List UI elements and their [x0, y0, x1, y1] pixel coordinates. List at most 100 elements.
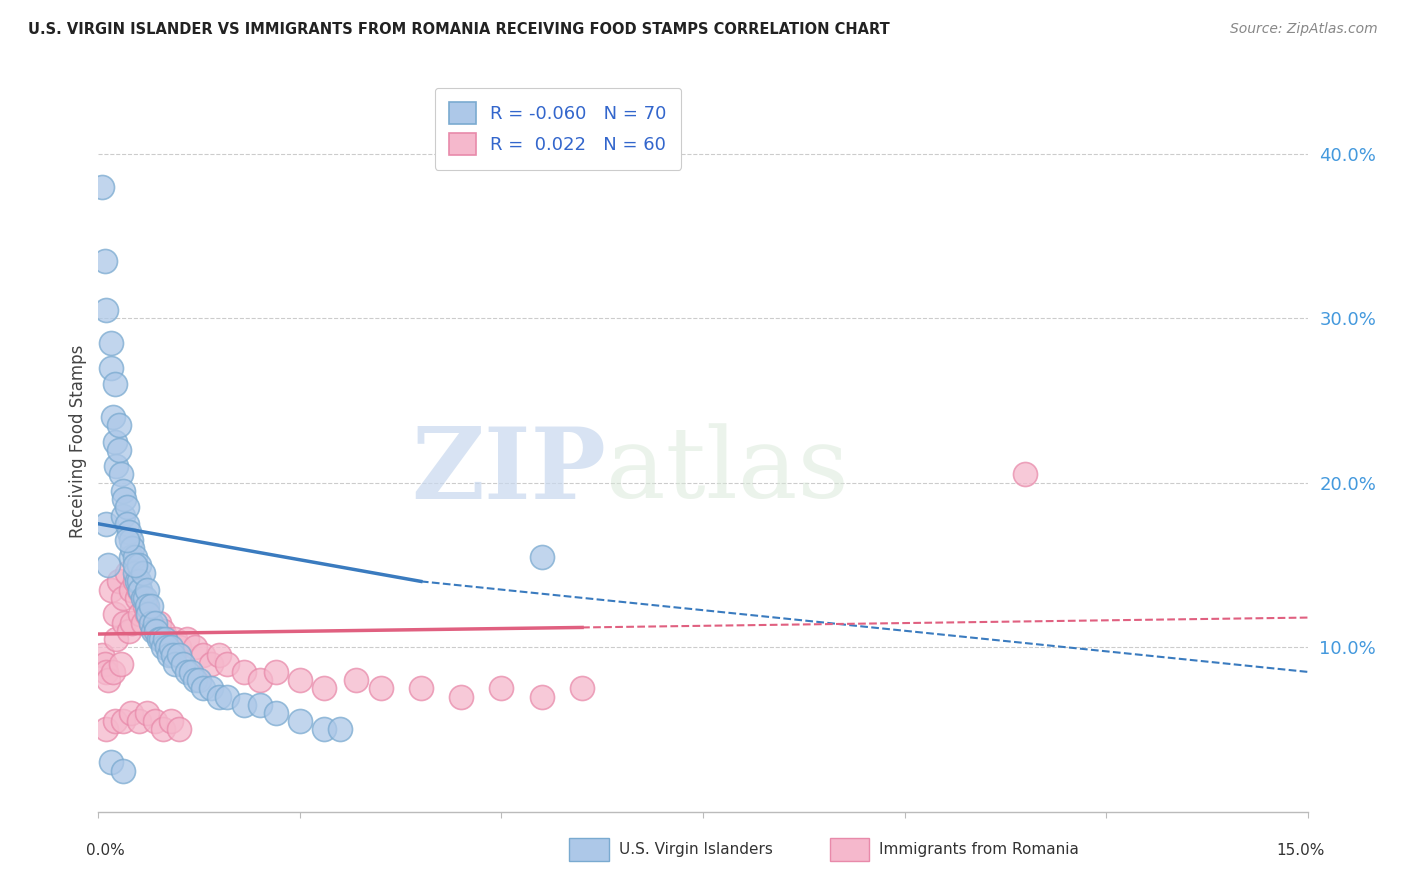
- Point: [409, 681, 432, 696]
- Point: [127, 574, 149, 589]
- Text: Immigrants from Romania: Immigrants from Romania: [879, 842, 1078, 856]
- Point: [112, 492, 135, 507]
- Point: [344, 673, 367, 687]
- Point: [135, 706, 157, 720]
- Point: [103, 607, 125, 622]
- Point: [145, 624, 167, 638]
- Point: [103, 434, 125, 449]
- Point: [132, 566, 155, 581]
- Point: [139, 615, 162, 630]
- Point: [107, 418, 129, 433]
- Point: [115, 516, 138, 531]
- Point: [124, 558, 146, 572]
- Point: [530, 549, 553, 564]
- Point: [120, 549, 142, 564]
- Point: [163, 632, 186, 646]
- Point: [111, 714, 134, 729]
- Point: [160, 640, 183, 655]
- Point: [162, 648, 184, 663]
- Point: [217, 690, 239, 704]
- Point: [96, 723, 118, 737]
- Point: [153, 632, 176, 646]
- Point: [193, 648, 215, 663]
- Point: [288, 673, 311, 687]
- Point: [132, 591, 155, 605]
- Point: [152, 624, 174, 638]
- Point: [571, 681, 593, 696]
- Text: ZIP: ZIP: [412, 423, 606, 520]
- Point: [118, 624, 141, 638]
- Point: [94, 657, 117, 671]
- Point: [139, 599, 162, 613]
- Point: [128, 558, 150, 572]
- Text: 15.0%: 15.0%: [1277, 843, 1324, 858]
- Point: [103, 376, 125, 391]
- Point: [160, 714, 183, 729]
- Text: Source: ZipAtlas.com: Source: ZipAtlas.com: [1230, 22, 1378, 37]
- Point: [121, 541, 143, 556]
- Point: [314, 723, 336, 737]
- Point: [156, 640, 179, 655]
- Point: [100, 360, 122, 375]
- Point: [97, 558, 120, 572]
- Point: [143, 714, 166, 729]
- Point: [143, 615, 166, 630]
- Point: [217, 657, 239, 671]
- Point: [115, 500, 138, 515]
- Point: [249, 698, 271, 712]
- Point: [148, 615, 170, 630]
- Point: [142, 624, 165, 638]
- Point: [115, 533, 138, 548]
- Point: [120, 582, 142, 597]
- Point: [132, 615, 155, 630]
- Point: [139, 615, 162, 630]
- Point: [111, 508, 134, 523]
- Point: [107, 574, 129, 589]
- Text: U.S. VIRGIN ISLANDER VS IMMIGRANTS FROM ROMANIA RECEIVING FOOD STAMPS CORRELATIO: U.S. VIRGIN ISLANDER VS IMMIGRANTS FROM …: [28, 22, 890, 37]
- Point: [124, 549, 146, 564]
- Point: [134, 591, 156, 605]
- Point: [135, 607, 157, 622]
- Point: [111, 483, 134, 498]
- Point: [167, 640, 190, 655]
- Legend: R = -0.060   N = 70, R =  0.022   N = 60: R = -0.060 N = 70, R = 0.022 N = 60: [434, 87, 682, 169]
- Point: [193, 681, 215, 696]
- Point: [124, 566, 146, 581]
- Point: [111, 591, 134, 605]
- Point: [167, 648, 190, 663]
- Point: [97, 673, 120, 687]
- Point: [124, 574, 146, 589]
- Point: [112, 615, 135, 630]
- Point: [121, 615, 143, 630]
- Point: [450, 690, 472, 704]
- Point: [208, 648, 231, 663]
- Point: [232, 665, 254, 679]
- Point: [264, 706, 287, 720]
- Point: [128, 714, 150, 729]
- Point: [110, 657, 132, 671]
- Point: [370, 681, 392, 696]
- Point: [129, 582, 152, 597]
- Point: [110, 467, 132, 482]
- Text: 0.0%: 0.0%: [86, 843, 125, 858]
- Point: [167, 723, 190, 737]
- Point: [100, 335, 122, 350]
- Point: [184, 673, 207, 687]
- Point: [111, 764, 134, 778]
- Text: U.S. Virgin Islanders: U.S. Virgin Islanders: [619, 842, 772, 856]
- Point: [152, 640, 174, 655]
- Point: [120, 706, 142, 720]
- Point: [176, 632, 198, 646]
- Point: [115, 566, 138, 581]
- Point: [96, 302, 118, 317]
- Point: [188, 673, 211, 687]
- Point: [105, 459, 128, 474]
- Point: [96, 516, 118, 531]
- Point: [288, 714, 311, 729]
- Point: [157, 648, 180, 663]
- Point: [148, 632, 170, 646]
- Point: [107, 442, 129, 457]
- Point: [103, 714, 125, 729]
- Point: [530, 690, 553, 704]
- Point: [118, 524, 141, 539]
